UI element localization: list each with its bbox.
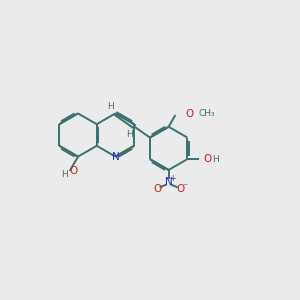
Text: O: O (69, 166, 77, 176)
Text: H: H (212, 155, 219, 164)
Text: O: O (185, 109, 193, 118)
Text: O: O (176, 184, 184, 194)
Text: N: N (112, 152, 119, 162)
Text: H: H (61, 170, 68, 179)
Text: +: + (169, 175, 175, 184)
Text: O: O (153, 184, 161, 194)
Text: H: H (107, 101, 114, 110)
Text: CH₃: CH₃ (199, 109, 215, 118)
Text: H: H (126, 130, 133, 139)
Text: O: O (203, 154, 211, 164)
Text: ⁻: ⁻ (182, 182, 188, 192)
Text: N: N (165, 177, 172, 187)
